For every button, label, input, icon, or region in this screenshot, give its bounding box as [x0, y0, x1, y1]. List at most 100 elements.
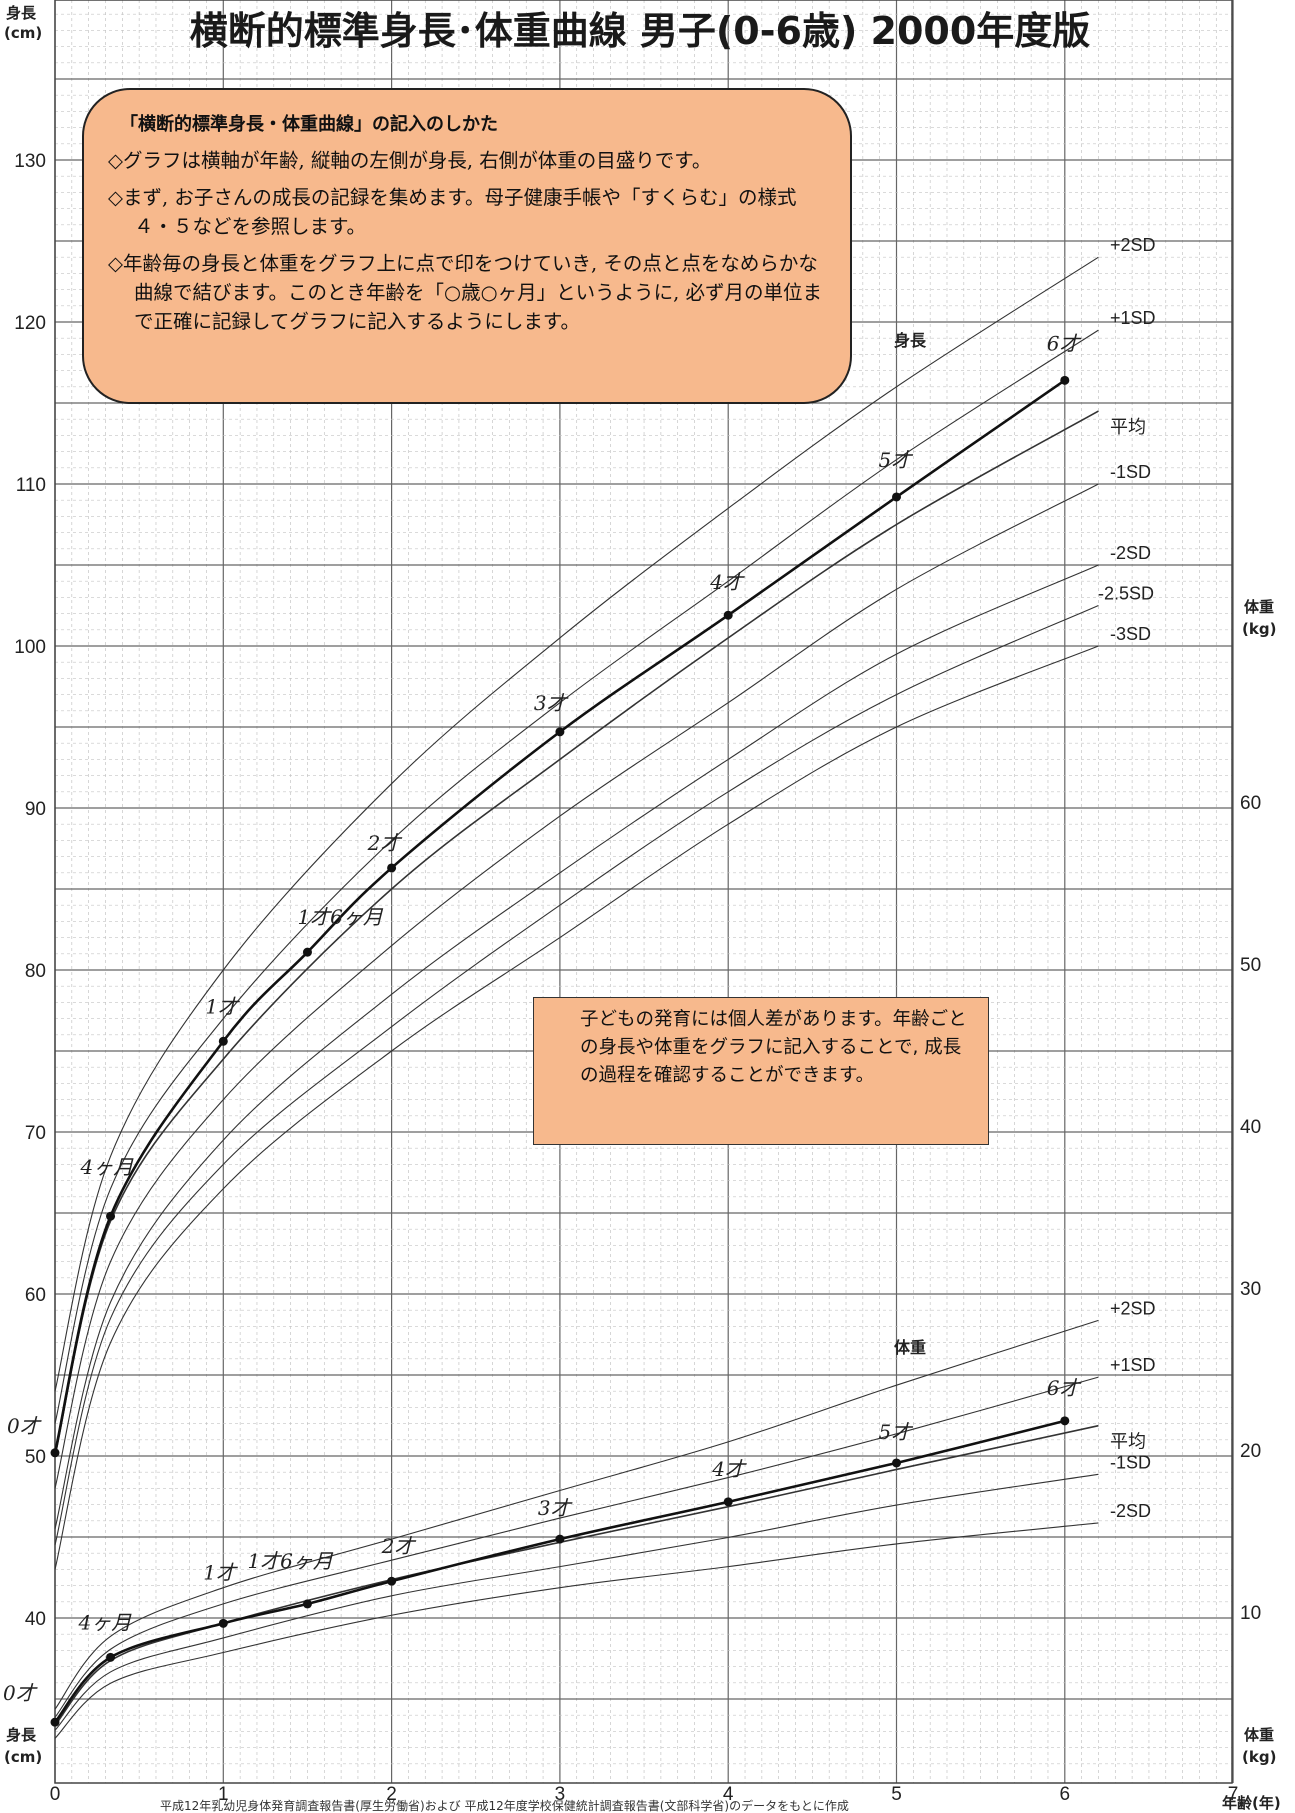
- height-curve-2: [54, 410, 1099, 1457]
- weight-point: [892, 1458, 901, 1468]
- weight-tick-label: 20: [1240, 1441, 1261, 1462]
- height-tick-label: 70: [25, 1123, 46, 1144]
- howto-box: 「横断的標準身長・体重曲線」の記入のしかた ◇グラフは横軸が年齢, 縦軸の左側が…: [82, 88, 852, 404]
- height-sd-label: -1SD: [1110, 462, 1151, 482]
- howto-item-2: ◇まず, お子さんの成長の記録を集めます。母子健康手帳や「すくらむ」の様式４・５…: [108, 186, 797, 238]
- weight-axis-label-bottom: 体重: [1244, 1726, 1274, 1744]
- weight-point-label: 1才: [203, 1560, 238, 1584]
- height-curve-4: [54, 564, 1099, 1530]
- note-text: 子どもの発育には個人差があります。年齢ごとの身長や体重をグラフに記入することで,…: [580, 1009, 967, 1086]
- height-point: [892, 492, 901, 502]
- weight-point: [50, 1717, 60, 1727]
- weight-curve-2: [54, 1424, 1099, 1726]
- height-sd-label: -2SD: [1110, 543, 1151, 563]
- height-tick-label: 80: [25, 961, 46, 982]
- weight-tick-label: 10: [1240, 1603, 1261, 1624]
- weight-tick-label: 30: [1240, 1279, 1261, 1300]
- height-point-label: 1才: [205, 994, 240, 1018]
- weight-point-label: 3才: [538, 1496, 573, 1520]
- chart-title: 横断的標準身長･体重曲線 男子(0-6歳) 2000年度版: [190, 9, 1091, 53]
- x-tick-label: 7: [1228, 1784, 1239, 1805]
- height-axis-unit-top: (cm): [4, 24, 42, 42]
- x-axis-label: 年齢(年): [1222, 1794, 1281, 1812]
- height-curve-3: [54, 483, 1099, 1489]
- height-axis-unit-bottom: (cm): [4, 1748, 42, 1766]
- weight-tick-label: 40: [1240, 1117, 1261, 1138]
- height-point: [1060, 375, 1070, 385]
- height-curve-1: [54, 329, 1099, 1424]
- howto-title: 「横断的標準身長・体重曲線」の記入のしかた: [120, 114, 498, 135]
- height-sd-label: +1SD: [1110, 308, 1156, 328]
- height-sd-label: +2SD: [1110, 235, 1156, 255]
- weight-axis-unit-bottom: (kg): [1242, 1748, 1276, 1766]
- height-point: [302, 947, 312, 957]
- x-tick-label: 1: [218, 1784, 229, 1805]
- weight-axis-unit-mid: (kg): [1242, 620, 1276, 638]
- height-tick-label: 120: [14, 313, 46, 334]
- weight-point: [723, 1497, 733, 1507]
- weight-point-label: 6才: [1047, 1376, 1082, 1400]
- height-point-label: 5才: [879, 448, 914, 472]
- x-tick-label: 5: [891, 1784, 902, 1805]
- height-tick-label: 40: [25, 1609, 46, 1630]
- height-curve-6: [54, 645, 1099, 1570]
- height-point-label: 2才: [367, 831, 403, 855]
- weight-point-label: 5才: [879, 1420, 914, 1444]
- weight-axis-label-mid: 体重: [1244, 598, 1274, 616]
- height-point-label: 0才: [7, 1414, 42, 1438]
- weight-point: [387, 1576, 397, 1586]
- height-series-label: 身長: [894, 331, 927, 350]
- weight-point-label: 4才: [711, 1457, 747, 1481]
- height-tick-label: 110: [16, 475, 46, 496]
- height-point-label: 6才: [1047, 331, 1082, 355]
- height-axis-label-top: 身長: [6, 4, 37, 22]
- weight-point: [106, 1652, 116, 1662]
- weight-sd-label: 平均: [1110, 1432, 1146, 1452]
- weight-curve-1: [54, 1376, 1099, 1718]
- weight-curve-4: [54, 1522, 1099, 1739]
- weight-curve-3: [54, 1473, 1099, 1731]
- height-sd-label: -2.5SD: [1098, 584, 1154, 604]
- height-point-label: 4才: [709, 570, 745, 594]
- chart-labels: 横断的標準身長･体重曲線 男子(0-6歳) 2000年度版 身長 (cm) 身長…: [4, 4, 1281, 1813]
- weight-sd-label: +2SD: [1110, 1298, 1156, 1318]
- x-tick-label: 2: [386, 1784, 397, 1805]
- weight-tick-label: 60: [1240, 793, 1261, 814]
- weight-sd-label: +1SD: [1110, 1355, 1156, 1375]
- note-box: 子どもの発育には個人差があります。年齢ごとの身長や体重をグラフに記入することで,…: [533, 997, 989, 1145]
- weight-point-label: 1才6ヶ月: [247, 1549, 333, 1573]
- weight-point-label: 2才: [381, 1534, 417, 1558]
- height-tick-label: 90: [25, 799, 46, 820]
- height-point-label: 3才: [534, 691, 569, 715]
- x-tick-label: 0: [50, 1784, 61, 1805]
- height-curve-5: [54, 604, 1099, 1546]
- weight-sd-label: -1SD: [1110, 1452, 1151, 1472]
- height-point: [387, 863, 397, 873]
- weight-point: [218, 1618, 228, 1628]
- plot-frame: [54, 0, 1233, 1784]
- weight-curve-0: [54, 1319, 1099, 1710]
- x-tick-label: 3: [555, 1784, 566, 1805]
- weight-point: [302, 1599, 312, 1609]
- height-tick-label: 100: [14, 637, 46, 658]
- height-point: [723, 610, 733, 620]
- height-point: [555, 727, 565, 737]
- height-curve-0: [54, 256, 1099, 1392]
- howto-item-1: ◇グラフは横軸が年齢, 縦軸の左側が身長, 右側が体重の目盛りです。: [108, 149, 712, 172]
- recorded-points: 0才 4ヶ月 1才 1才6ヶ月 2才 3才 4才 5才 6才 0才 4ヶ月 1才 1才6ヶ月 2才 3才 4才…: [3, 331, 1082, 1727]
- height-axis-label-bottom: 身長: [6, 1726, 37, 1744]
- weight-point-label: 4ヶ月: [78, 1610, 133, 1634]
- howto-item-3: ◇年齢毎の身長と体重をグラフ上に点で印をつけていき, その点と点をなめらかな曲線…: [108, 252, 822, 333]
- height-tick-label: 50: [25, 1447, 46, 1468]
- reference-curves: [53, 256, 1099, 1739]
- height-point: [106, 1211, 116, 1221]
- source-note: 平成12年乳幼児身体発育調査報告書(厚生労働省)および 平成12年度学校保健統計…: [160, 1798, 849, 1813]
- weight-point: [555, 1534, 565, 1544]
- height-tick-label: 130: [14, 151, 46, 172]
- x-tick-label: 4: [723, 1784, 734, 1805]
- weight-tick-label: 50: [1240, 955, 1261, 976]
- height-point: [218, 1036, 228, 1046]
- height-point: [50, 1448, 60, 1458]
- weight-point: [1060, 1416, 1070, 1426]
